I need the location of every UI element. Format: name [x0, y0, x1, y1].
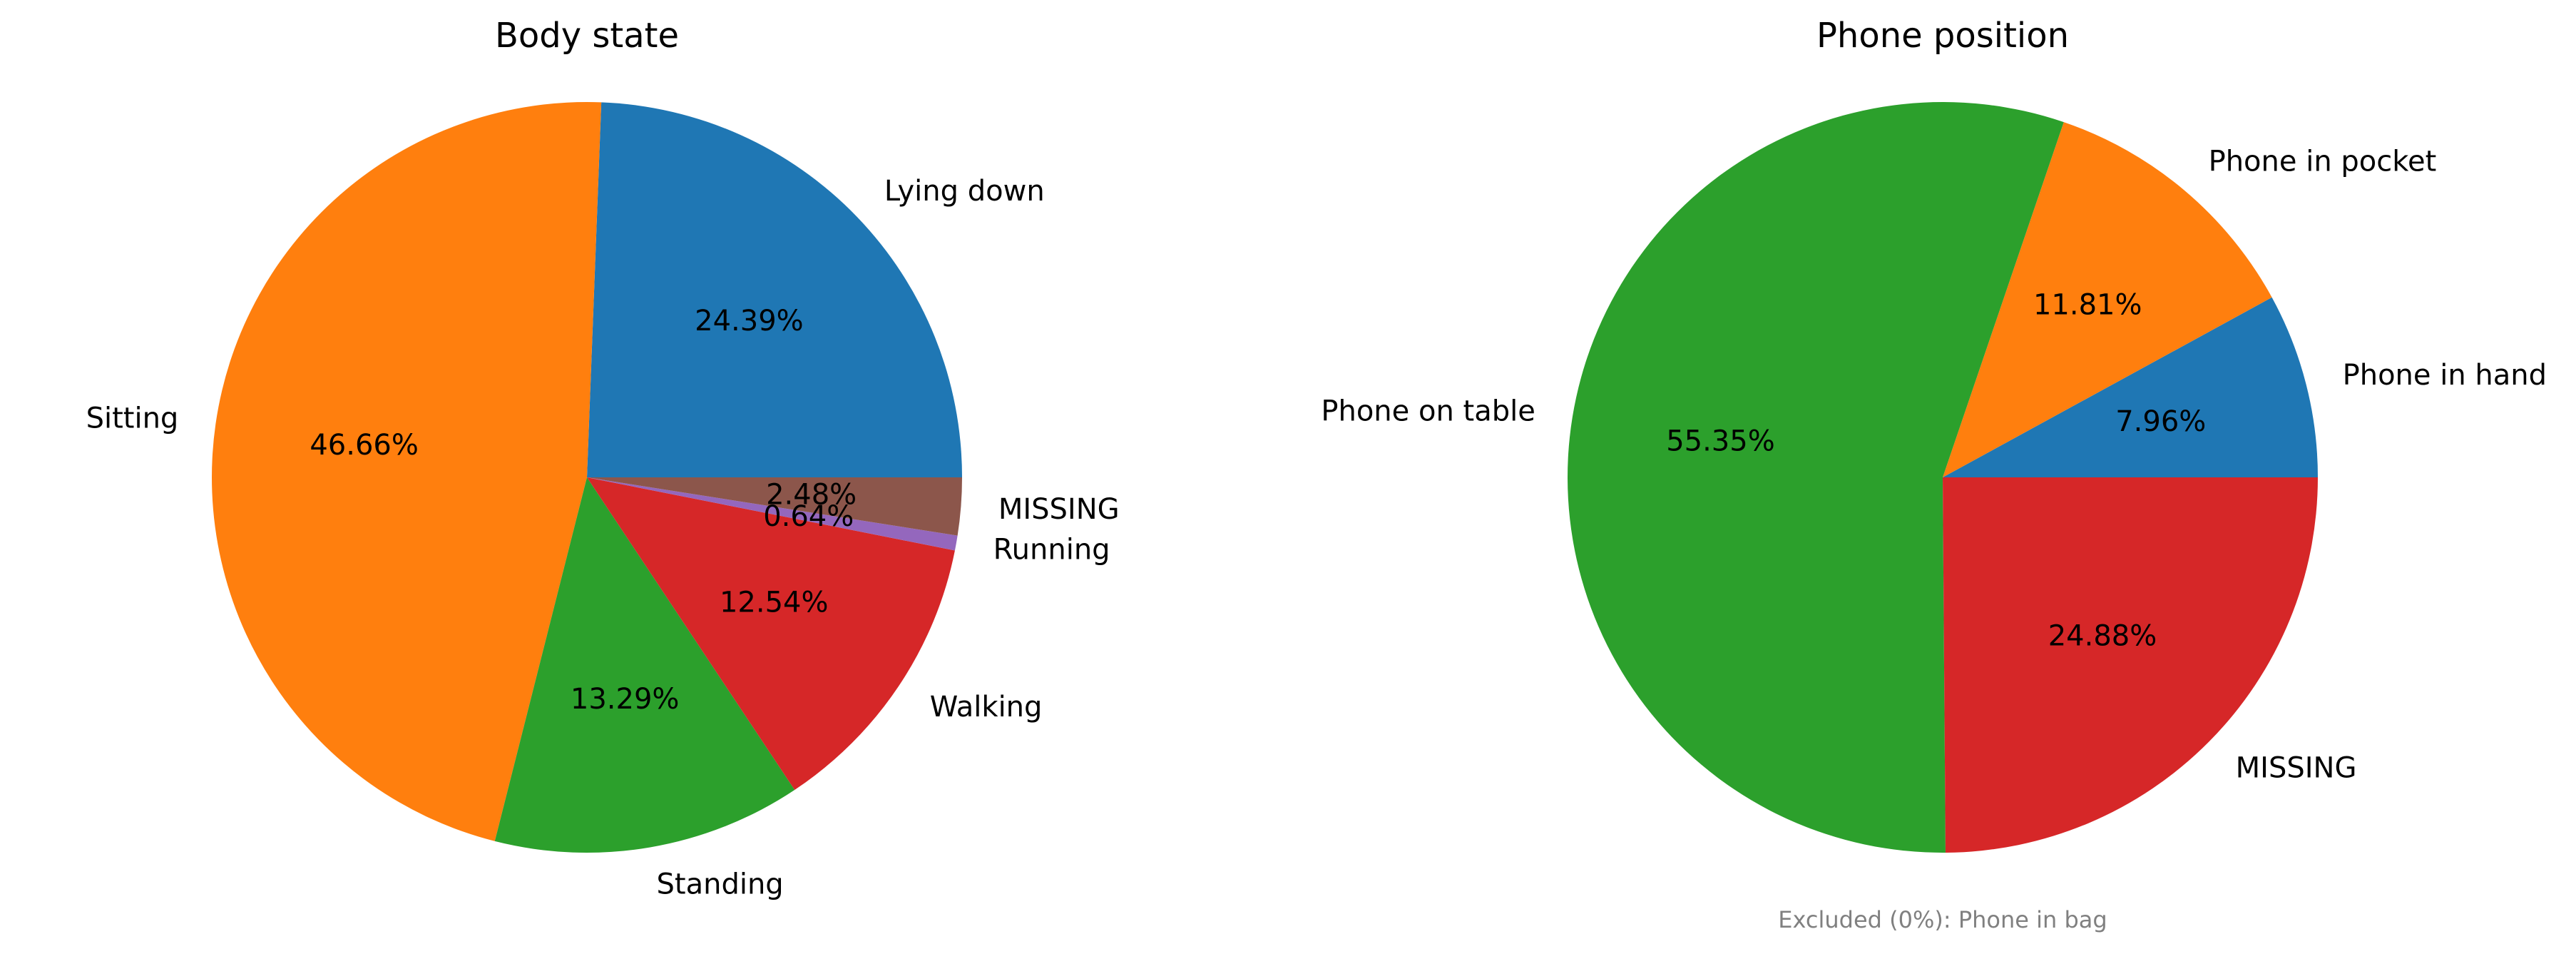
pct-label-running: 0.64%: [763, 500, 854, 533]
slice-label-phone-in-hand: Phone in hand: [2343, 359, 2547, 392]
slice-label-missing: MISSING: [998, 493, 1120, 526]
slice-label-phone-on-table: Phone on table: [1321, 395, 1535, 428]
phone-position-title: Phone position: [1816, 16, 2069, 56]
slice-label-standing: Standing: [657, 868, 784, 900]
slice-label-running: Running: [993, 533, 1110, 566]
slice-label-missing: MISSING: [2236, 752, 2357, 785]
pct-label-standing: 13.29%: [571, 683, 680, 716]
pct-label-walking: 12.54%: [720, 587, 829, 619]
pct-label-phone-on-table: 55.35%: [1666, 425, 1775, 458]
body-state-title: Body state: [495, 16, 679, 56]
pie-slice-lying-down: [587, 102, 962, 477]
pct-label-sitting: 46.66%: [310, 429, 419, 462]
pct-label-phone-in-pocket: 11.81%: [2033, 289, 2142, 322]
pct-label-lying-down: 24.39%: [695, 305, 804, 338]
pie-slice-missing: [1943, 477, 2318, 853]
pie-slice-running: [587, 477, 958, 551]
pie-slice-standing: [494, 477, 795, 853]
pie-slice-phone-on-table: [1568, 102, 2064, 853]
pie-slice-walking: [587, 477, 955, 790]
excluded-footnote: Excluded (0%): Phone in bag: [1778, 906, 2107, 933]
pct-label-missing: 2.48%: [766, 479, 857, 512]
pie-slice-missing: [587, 477, 962, 536]
pie-slice-sitting: [212, 101, 602, 841]
slice-label-lying-down: Lying down: [884, 175, 1045, 208]
phone-position-pie: Phone position 7.96% Phone in hand 11.81% P…: [1321, 16, 2547, 933]
pie-slice-phone-in-hand: [1943, 297, 2318, 477]
body-state-pie: Body state 24.39% Lying down 46.66% Sitting…: [86, 16, 1120, 900]
pie-slice-phone-in-pocket: [1943, 122, 2272, 477]
pct-label-phone-in-hand: 7.96%: [2115, 405, 2206, 438]
slice-label-sitting: Sitting: [86, 402, 179, 435]
slice-label-walking: Walking: [930, 691, 1043, 724]
pct-label-missing: 24.88%: [2048, 619, 2157, 652]
slice-label-phone-in-pocket: Phone in pocket: [2209, 145, 2437, 178]
